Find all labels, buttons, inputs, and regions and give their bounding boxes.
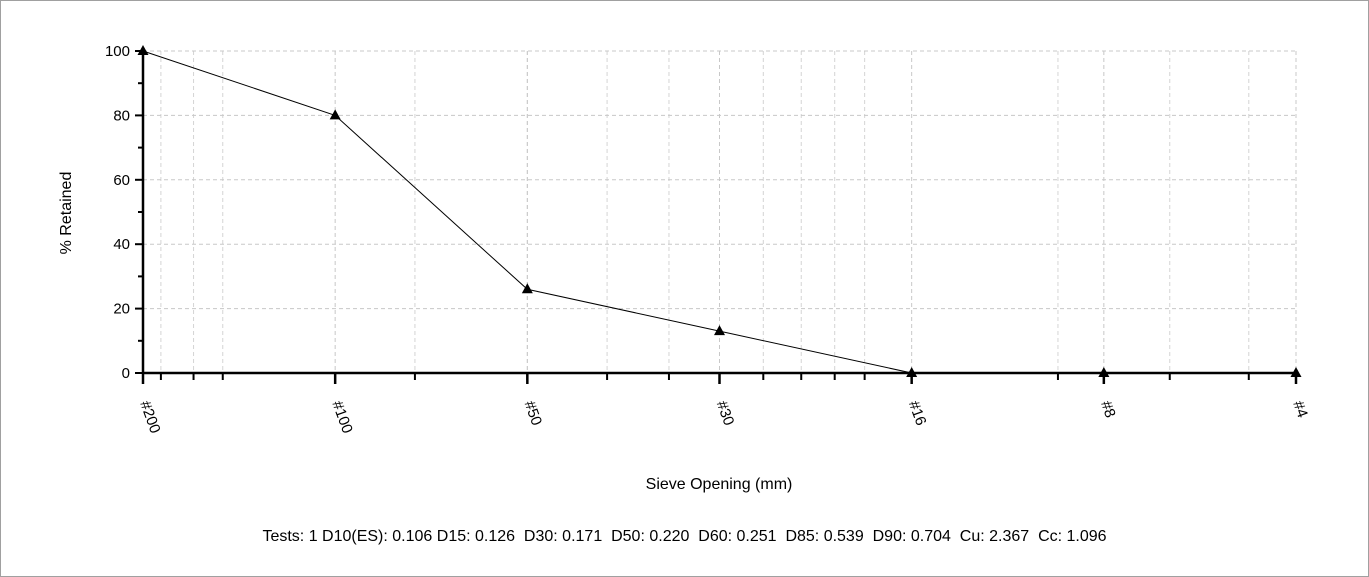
- y-tick-label: 20: [113, 301, 130, 318]
- y-tick-label: 100: [105, 43, 130, 60]
- grid: [143, 50, 1297, 373]
- y-tick-label: 60: [113, 172, 130, 189]
- y-tick-label: 40: [113, 236, 130, 253]
- data-point-marker: [906, 367, 918, 377]
- y-axis-title: % Retained: [58, 172, 75, 255]
- tick-labels: 0 20 40 60 80 100 #200 #100 #50 #30 #16 #8 #4: [105, 43, 1311, 436]
- x-tick-label: #100: [328, 399, 355, 436]
- data-point-marker: [329, 109, 341, 120]
- y-tick-label: 80: [113, 107, 130, 124]
- x-tick-label: #200: [136, 399, 163, 436]
- data-point-marker: [714, 325, 725, 336]
- x-tick-label: #16: [905, 399, 930, 428]
- x-tick-label: #8: [1097, 399, 1119, 420]
- x-axis-title: Sieve Opening (mm): [646, 476, 793, 493]
- data-point-marker: [137, 45, 149, 55]
- x-tick-label: #50: [521, 399, 546, 428]
- x-tick-label: #4: [1289, 399, 1311, 420]
- series-retained: [137, 45, 1302, 377]
- x-tick-label: #30: [713, 399, 738, 428]
- data-point-marker: [1098, 367, 1110, 377]
- data-point-marker: [521, 283, 533, 294]
- y-tick-label: 0: [122, 365, 130, 382]
- data-point-marker: [1290, 367, 1302, 377]
- gradation-statistics: Tests: 1 D10(ES): 0.106 D15: 0.126 D30: …: [262, 528, 1107, 545]
